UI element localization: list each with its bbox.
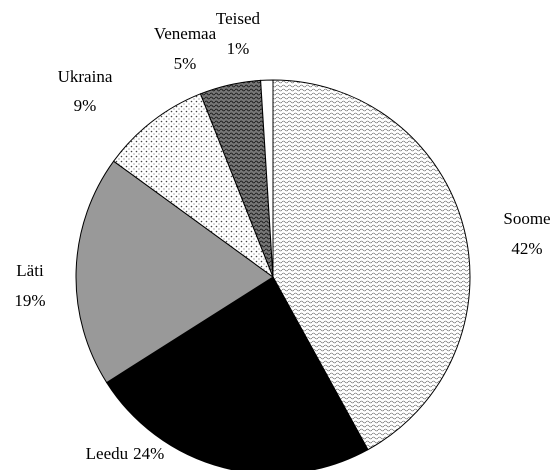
- value-label: 9%: [74, 96, 97, 115]
- category-label: Läti: [16, 261, 44, 280]
- pie-slice: [105, 276, 369, 470]
- category-label: Soome: [503, 209, 550, 228]
- value-label: 5%: [174, 54, 197, 73]
- value-label: 42%: [511, 239, 542, 258]
- value-label: 19%: [14, 291, 45, 310]
- value-label: 24%: [133, 444, 164, 463]
- slices: [75, 79, 471, 470]
- pie-slice: [112, 93, 275, 279]
- pie-slice: [260, 79, 274, 278]
- category-label: Teised: [216, 9, 261, 28]
- labels: Soome 42% Leedu 24% Läti 19% Ukraina 9% Venemaa 5…: [14, 9, 550, 463]
- category-label: Ukraina: [58, 67, 113, 86]
- pie-slice: [272, 79, 471, 451]
- category-label: Leedu: [86, 444, 129, 463]
- slice-label: Leedu 24%: [86, 444, 165, 463]
- pie-slice: [75, 160, 274, 384]
- value-label: 1%: [227, 39, 250, 58]
- category-label: Venemaa: [154, 24, 217, 43]
